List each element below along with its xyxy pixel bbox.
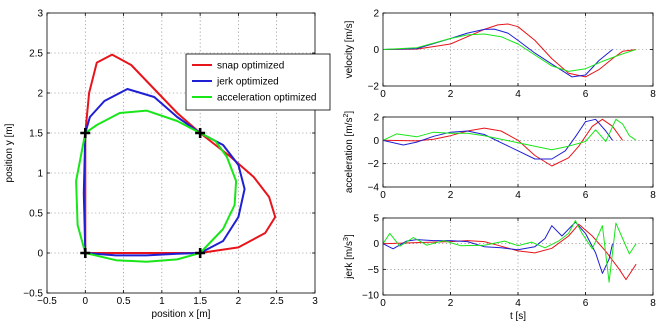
x-tick-label: 0.5 <box>117 296 131 307</box>
x-tick-label: 8 <box>650 89 656 100</box>
waypoint-marker <box>195 248 206 258</box>
x-tick-label: 0 <box>380 190 386 201</box>
series-line-0 <box>383 118 624 167</box>
y-tick-label: 1.5 <box>29 129 43 140</box>
y-tick-label: 0 <box>373 239 379 250</box>
y-tick-label: −2 <box>368 159 380 170</box>
x-tick-label: 8 <box>650 190 656 201</box>
legend-label: snap optimized <box>217 61 284 72</box>
y-tick-label: 2 <box>373 113 379 124</box>
x-tick-label: 6 <box>583 298 589 309</box>
x-tick-label: 1 <box>159 296 165 307</box>
y-tick-label: −10 <box>362 291 379 302</box>
y-tick-label: 3 <box>37 9 43 20</box>
series-line-2 <box>383 118 637 151</box>
y-tick-label: 2 <box>37 89 43 100</box>
y-tick-label: −5 <box>368 265 380 276</box>
y-axis-label: jerk [m/s3] <box>343 234 355 280</box>
x-tick-label: 4 <box>515 298 521 309</box>
x-tick-label: 0 <box>380 298 386 309</box>
y-tick-label: 5 <box>373 214 379 225</box>
series-line-2 <box>383 220 637 283</box>
x-axis-label: t [s] <box>510 311 526 322</box>
series-line-1 <box>383 221 613 274</box>
y-tick-label: 0 <box>373 45 379 56</box>
x-tick-label: 2 <box>448 298 454 309</box>
x-axis-label: position x [m] <box>152 309 211 320</box>
x-tick-label: 2 <box>236 296 242 307</box>
x-tick-label: 2 <box>448 89 454 100</box>
x-tick-label: 6 <box>583 190 589 201</box>
x-tick-label: 3 <box>312 296 318 307</box>
x-tick-label: −0.5 <box>37 296 57 307</box>
x-tick-label: 4 <box>515 190 521 201</box>
legend-label: acceleration optimized <box>217 93 317 104</box>
y-tick-label: −0.5 <box>23 289 43 300</box>
series-line-0 <box>383 23 637 78</box>
x-tick-label: 2.5 <box>270 296 284 307</box>
axes-frame <box>382 217 654 296</box>
y-axis-label: position y [m] <box>4 123 15 182</box>
x-tick-label: 6 <box>583 89 589 100</box>
y-tick-label: −4 <box>368 183 380 194</box>
y-axis-label: velocity [m/s] <box>344 20 355 78</box>
acceleration-plot: 0 2 4 6 8 −4 −2 0 2 acceleration [m/s2] <box>343 111 656 201</box>
x-tick-label: 4 <box>515 89 521 100</box>
legend-label: jerk optimized <box>216 77 279 88</box>
y-axis-label: acceleration [m/s2] <box>343 111 355 194</box>
x-tick-label: 0 <box>83 296 89 307</box>
x-tick-label: 2 <box>448 190 454 201</box>
series-line-1 <box>82 88 246 257</box>
y-tick-label: 1 <box>37 169 43 180</box>
series-line-2 <box>383 33 637 72</box>
y-tick-label: 2 <box>373 9 379 20</box>
y-tick-label: 0.5 <box>29 209 43 220</box>
x-tick-label: 1.5 <box>193 296 207 307</box>
series-line-1 <box>383 118 613 160</box>
x-tick-label: 8 <box>650 298 656 309</box>
axes-frame <box>382 116 654 188</box>
jerk-plot: 0 2 4 6 8 −10 −5 0 5 t [s] jerk [m/s3] <box>343 214 656 323</box>
plot-area <box>383 218 653 295</box>
y-tick-label: −2 <box>368 82 380 93</box>
waypoint-marker <box>80 248 91 258</box>
axes-frame <box>46 12 316 294</box>
y-tick-label: 2.5 <box>29 49 43 60</box>
y-tick-label: 0 <box>37 249 43 260</box>
trajectory-plot: −0.5 0 0.5 1 1.5 2 2.5 3 −0.5 0 0.5 1 1.5 2 2.5 3 positi… <box>4 9 331 320</box>
waypoint-marker <box>80 128 91 138</box>
axes-frame <box>382 12 654 87</box>
x-tick-label: 0 <box>380 89 386 100</box>
waypoint-marker <box>195 128 206 138</box>
y-tick-label: 0 <box>373 136 379 147</box>
